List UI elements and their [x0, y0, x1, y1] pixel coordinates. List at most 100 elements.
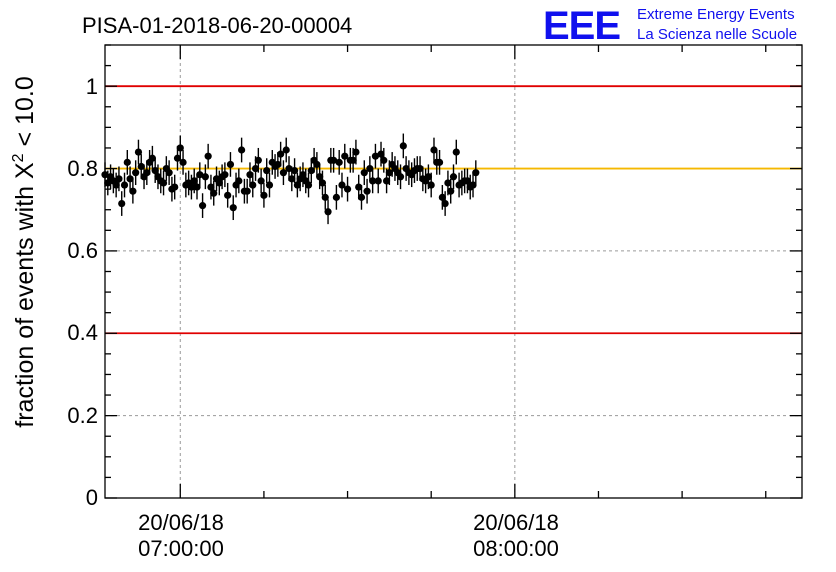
y-tick-labels: 0 0.2 0.4 0.6 0.8 1	[67, 74, 98, 510]
data-point	[132, 169, 140, 177]
data-point	[335, 158, 343, 166]
data-point	[265, 181, 274, 189]
data-point	[187, 183, 196, 191]
y-tick-label: 0.6	[67, 238, 98, 263]
data-point	[165, 169, 173, 177]
data-point	[318, 179, 327, 187]
data-point	[332, 193, 341, 201]
data-point	[285, 164, 293, 173]
data-point	[444, 179, 452, 187]
x-tick-label-date: 20/06/18	[473, 510, 559, 535]
data-point	[201, 173, 209, 181]
data-point	[352, 148, 360, 156]
data-point	[151, 167, 159, 175]
data-point	[449, 173, 458, 181]
data-point	[274, 160, 282, 169]
data-point	[382, 177, 391, 185]
data-point	[357, 193, 366, 201]
data-point	[129, 187, 137, 195]
data-point	[416, 164, 424, 173]
data-point	[380, 156, 388, 164]
grid	[105, 45, 802, 498]
data-point	[198, 202, 207, 210]
reference-lines	[105, 85, 802, 335]
data-point	[472, 169, 480, 177]
y-tick-label: 0	[86, 485, 98, 510]
y-tick-label: 0.8	[67, 156, 98, 181]
data-point	[360, 169, 368, 177]
data-point	[226, 160, 235, 169]
data-point	[424, 173, 433, 181]
data-point	[277, 150, 285, 158]
data-point	[260, 191, 268, 199]
plot-frame	[104, 44, 803, 499]
data-point	[321, 193, 329, 201]
data-point	[293, 181, 301, 189]
y-tick-label: 1	[86, 74, 98, 99]
logo-line-1: Extreme Energy Events	[637, 6, 795, 23]
y-axis-label-tail: < 10.0	[11, 76, 39, 153]
y-axis-label-sup: 2	[10, 153, 27, 162]
chart-title: PISA-01-2018-06-20-00004	[82, 13, 352, 38]
data-point	[238, 146, 246, 154]
data-point	[112, 181, 120, 189]
data-point	[463, 177, 472, 185]
data-point	[257, 177, 265, 185]
data-point	[263, 167, 271, 175]
data-point	[307, 167, 315, 175]
data-point	[469, 181, 477, 189]
data-point	[176, 144, 184, 152]
data-point	[366, 164, 374, 173]
data-point	[115, 175, 123, 183]
axis-ticks	[105, 44, 802, 499]
data-point	[430, 146, 438, 154]
data-point	[363, 187, 371, 195]
data-point	[221, 171, 229, 179]
data-point	[438, 193, 446, 201]
y-tick-label: 0.4	[67, 320, 98, 345]
data-point	[349, 156, 357, 164]
data-point	[173, 154, 182, 162]
data-points	[101, 133, 480, 225]
data-point	[313, 160, 321, 169]
data-point	[299, 171, 307, 179]
data-point	[324, 208, 332, 216]
data-point	[377, 150, 385, 158]
x-tick-label-time: 08:00:00	[473, 536, 559, 561]
data-point	[224, 191, 232, 199]
data-point	[447, 187, 455, 195]
data-point	[235, 177, 243, 185]
data-point	[207, 183, 215, 191]
data-point	[355, 183, 363, 191]
data-point	[452, 148, 460, 156]
data-point	[134, 148, 143, 156]
data-point	[251, 164, 260, 173]
data-point	[148, 154, 156, 162]
data-point	[171, 183, 179, 191]
data-point	[371, 152, 380, 160]
data-point	[243, 187, 251, 195]
data-point	[369, 177, 377, 185]
data-point	[254, 156, 262, 164]
data-point	[118, 199, 126, 208]
data-point	[190, 177, 198, 185]
data-point	[385, 169, 393, 177]
x-tick-labels: 20/06/18 07:00:00 20/06/18 08:00:00	[138, 510, 559, 561]
logo-line-2: La Scienza nelle Scuole	[637, 26, 797, 43]
data-point	[143, 169, 151, 177]
data-point	[396, 173, 405, 181]
data-point	[288, 175, 296, 183]
data-point	[215, 179, 223, 187]
data-point	[196, 171, 204, 179]
data-point	[179, 158, 187, 166]
data-point	[229, 204, 237, 212]
data-point	[282, 146, 290, 154]
x-tick-label-time: 07:00:00	[138, 536, 224, 561]
data-point	[341, 152, 349, 160]
y-axis-label: fraction of events with Χ2 < 10.0	[10, 76, 39, 427]
data-point	[249, 181, 257, 189]
data-point	[126, 175, 134, 183]
data-point	[104, 179, 112, 187]
y-tick-label: 0.2	[67, 403, 98, 428]
